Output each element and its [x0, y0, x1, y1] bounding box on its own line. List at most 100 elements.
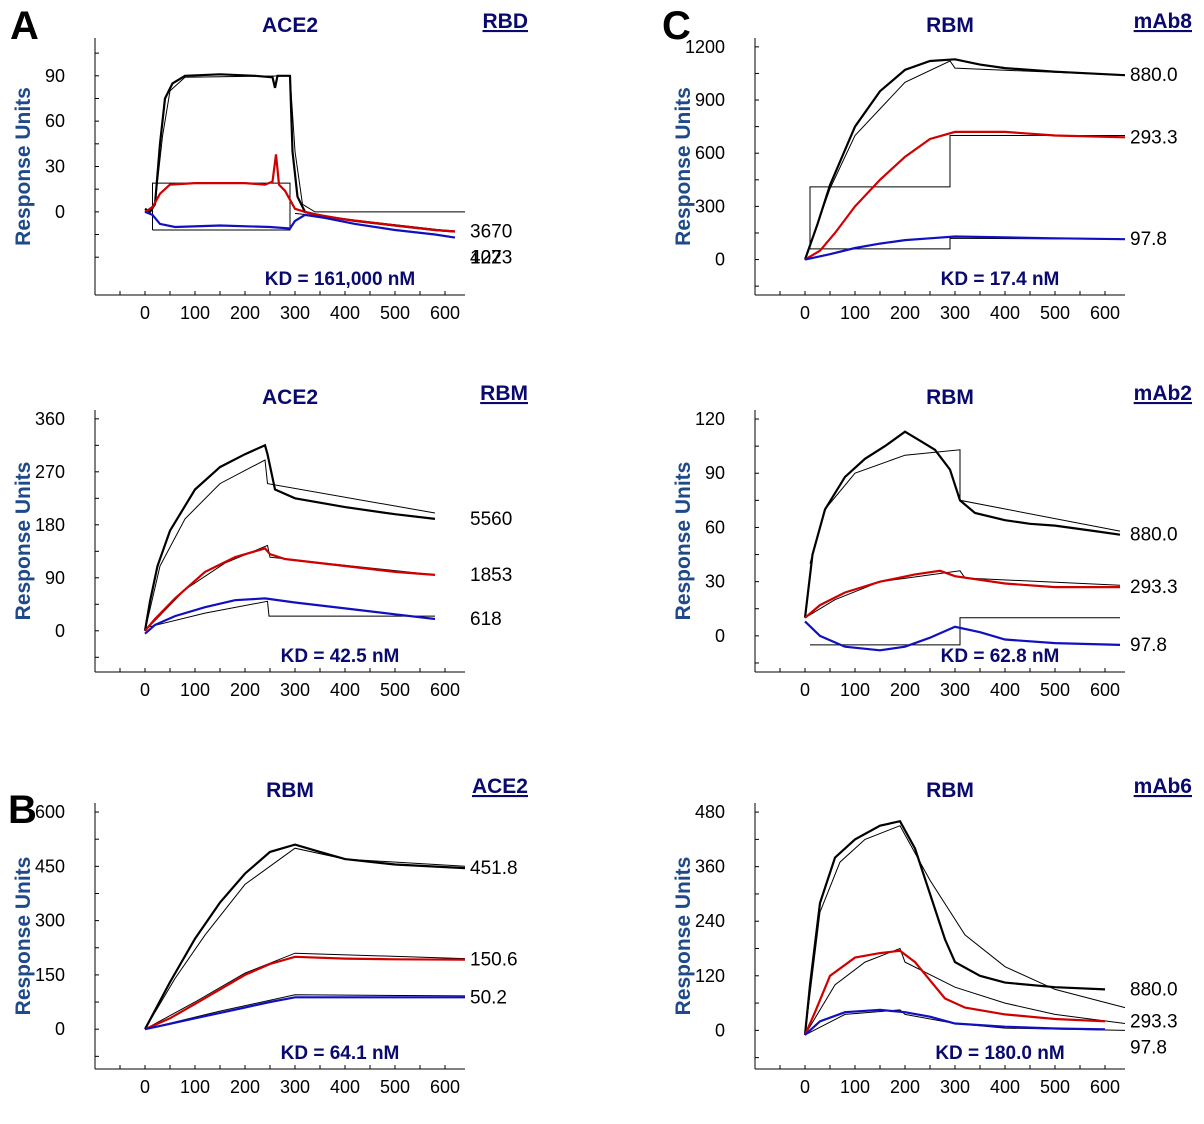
y-tick-label: 0 [55, 621, 65, 641]
x-tick-label: 500 [1040, 303, 1070, 323]
series-line [144, 843, 466, 1030]
y-tick-label: 60 [705, 517, 725, 537]
concentration-label: 1223 [470, 248, 512, 269]
y-tick-label: 360 [695, 857, 725, 877]
series-line [143, 443, 436, 631]
concentration-label: 3670 [470, 222, 512, 243]
concentration-label: 150.6 [470, 950, 518, 971]
series-line [804, 130, 1126, 261]
x-tick-label: 300 [280, 303, 310, 323]
kd-label: KD = 42.5 nM [281, 646, 400, 667]
series-line [803, 430, 1121, 618]
corner-label: mAb8 [1134, 10, 1193, 33]
series-line [804, 1008, 1106, 1036]
panel-letter-c: C [662, 4, 691, 48]
x-tick-label: 500 [380, 1077, 410, 1097]
concentration-label: 880.0 [1130, 65, 1178, 86]
fit-curve [144, 75, 465, 213]
panel-letter-b: B [8, 788, 37, 832]
kd-label: KD = 17.4 nM [941, 269, 1060, 290]
y-tick-label: 1200 [685, 37, 725, 57]
kd-label: KD = 161,000 nM [265, 269, 416, 290]
x-tick-label: 500 [380, 303, 410, 323]
concentration-label: 97.8 [1130, 229, 1167, 250]
series-line [803, 58, 1126, 260]
x-tick-label: 200 [890, 680, 920, 700]
y-tick-label: 0 [55, 1019, 65, 1039]
x-tick-label: 0 [800, 303, 810, 323]
x-tick-label: 400 [990, 1077, 1020, 1097]
x-tick-label: 500 [1040, 1077, 1070, 1097]
x-tick-label: 100 [180, 1077, 210, 1097]
kd-label: KD = 62.8 nM [941, 646, 1060, 667]
fit-curve [804, 947, 1126, 1036]
concentration-label: 50.2 [470, 987, 507, 1008]
x-tick-label: 300 [940, 303, 970, 323]
y-tick-label: 900 [695, 90, 725, 110]
y-tick-label: 0 [715, 250, 725, 270]
concentration-label: 1853 [470, 565, 512, 586]
x-tick-label: 600 [430, 1077, 460, 1097]
x-tick-label: 0 [800, 1077, 810, 1097]
concentration-label: 880.0 [1130, 525, 1178, 546]
concentration-label: 293.3 [1130, 577, 1178, 598]
fit-curve [144, 600, 435, 629]
y-tick-label: 90 [45, 66, 65, 86]
y-tick-label: 600 [35, 802, 65, 822]
kd-label: KD = 64.1 nM [281, 1043, 400, 1064]
x-tick-label: 600 [1090, 680, 1120, 700]
concentration-label: 97.8 [1130, 635, 1167, 656]
x-tick-label: 400 [990, 680, 1020, 700]
y-tick-label: 90 [45, 568, 65, 588]
kd-label: KD = 180.0 nM [935, 1043, 1064, 1064]
chart-c5: 0 30 60 90 120 0 100 200 300 400 500 600 Response Un… [672, 382, 1192, 700]
x-tick-label: 400 [990, 303, 1020, 323]
y-tick-label: 270 [35, 462, 65, 482]
x-tick-label: 600 [430, 680, 460, 700]
y-tick-label: 0 [715, 626, 725, 646]
panel-letter-a: A [10, 4, 39, 48]
x-tick-label: 300 [940, 1077, 970, 1097]
y-tick-label: 60 [45, 111, 65, 131]
concentration-label: 293.3 [1130, 1011, 1178, 1032]
y-axis-label: Response Units [672, 857, 695, 1016]
fit-curve [804, 570, 1121, 619]
fit-curve [144, 952, 466, 1030]
concentration-label: 97.8 [1130, 1037, 1167, 1058]
x-tick-label: 200 [230, 1077, 260, 1097]
y-tick-label: 0 [55, 202, 65, 222]
y-tick-label: 30 [705, 572, 725, 592]
x-tick-label: 400 [330, 1077, 360, 1097]
x-tick-label: 0 [140, 680, 150, 700]
y-tick-label: 150 [35, 965, 65, 985]
y-tick-label: 90 [705, 463, 725, 483]
x-tick-label: 0 [140, 303, 150, 323]
fit-curve [152, 182, 291, 231]
x-tick-label: 0 [140, 1077, 150, 1097]
x-tick-label: 100 [180, 680, 210, 700]
x-tick-label: 200 [890, 1077, 920, 1097]
fit-curve [809, 135, 1125, 249]
concentration-label: 451.8 [470, 858, 518, 879]
series-line [803, 949, 1106, 1036]
concentration-label: 407 [470, 248, 502, 269]
x-tick-label: 500 [380, 680, 410, 700]
x-tick-label: 100 [180, 303, 210, 323]
x-tick-label: 100 [840, 1077, 870, 1097]
series-line [803, 819, 1106, 1036]
chart-c6: 0 120 240 360 480 0 100 200 300 400 500 600 Response… [672, 775, 1192, 1097]
series-line [804, 569, 1120, 619]
y-tick-label: 0 [715, 1020, 725, 1040]
chart-title: RBM [926, 386, 974, 409]
chart-title: RBM [266, 779, 314, 802]
y-tick-label: 240 [695, 911, 725, 931]
y-axis-label: Response Units [12, 857, 35, 1016]
y-tick-label: 120 [695, 409, 725, 429]
fit-curve [144, 544, 436, 632]
y-tick-label: 600 [695, 143, 725, 163]
x-tick-label: 500 [1040, 680, 1070, 700]
series-line [144, 597, 436, 635]
series-line [804, 620, 1121, 652]
x-tick-label: 300 [280, 1077, 310, 1097]
y-axis-label: Response Units [12, 462, 35, 621]
